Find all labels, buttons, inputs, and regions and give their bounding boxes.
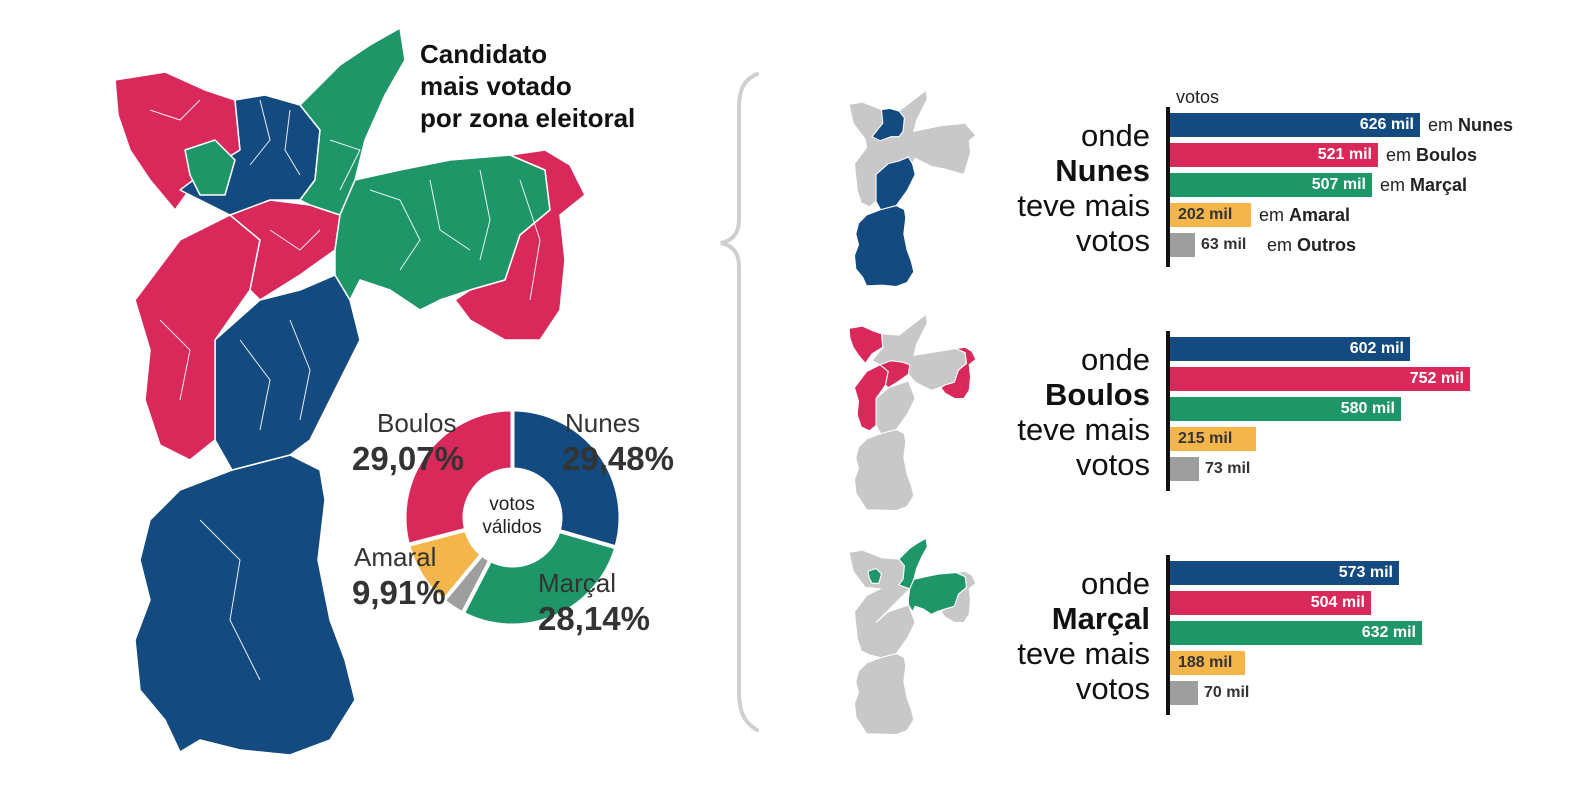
bar-value-label-nunes: 626 mil xyxy=(1359,116,1414,133)
panel-marcal-line-1: onde xyxy=(1081,566,1150,601)
donut-label-marcal-value: 28,14% xyxy=(538,600,650,637)
bar-value-label-amaral: 202 mil xyxy=(1178,206,1233,223)
panel-boulos-line-4: votos xyxy=(1075,447,1150,482)
map-region-west-boulos xyxy=(134,214,261,461)
map-region-southcentral-nunes xyxy=(214,274,361,471)
donut-label-amaral-name: Amaral xyxy=(354,542,437,572)
donut-center-label: votos válidos xyxy=(452,493,572,539)
bar-outros xyxy=(1170,457,1199,481)
bar-outros xyxy=(1170,681,1198,705)
panel-marcal-heading: onde Marçal teve mais votos xyxy=(990,566,1150,706)
bar-boulos xyxy=(1170,591,1371,615)
bar-value-label-outros: 73 mil xyxy=(1205,460,1251,477)
bar-value-label-outros: 63 mil xyxy=(1201,236,1247,253)
bar-category-name: Amaral xyxy=(1289,205,1351,225)
brace-divider xyxy=(720,72,759,732)
bar-category-name: Nunes xyxy=(1458,115,1514,135)
bar-chart-boulos: 602 mil 752 mil 580 mil 215 mil 73 mil xyxy=(1166,331,1576,491)
bar-category-prefix: em xyxy=(1259,205,1290,225)
panel-marcal-line-3: teve mais xyxy=(1017,636,1150,671)
bar-value-label-outros: 70 mil xyxy=(1204,684,1250,701)
bar-value-label-boulos: 504 mil xyxy=(1310,594,1365,611)
bar-value-label-nunes: 602 mil xyxy=(1349,340,1404,357)
bar-category-prefix: em xyxy=(1428,115,1459,135)
donut-label-boulos-value: 29,07% xyxy=(352,440,464,477)
bar-category-label-marcal: em Marçal xyxy=(1380,173,1467,197)
bar-marcal xyxy=(1170,173,1372,197)
panel-boulos-line-3: teve mais xyxy=(1017,412,1150,447)
bar-value-label-boulos: 521 mil xyxy=(1317,146,1372,163)
bar-chart-axis xyxy=(1166,107,1170,267)
bar-chart-marcal: 573 mil 504 mil 632 mil 188 mil 70 mil xyxy=(1166,555,1576,715)
bar-category-name: Marçal xyxy=(1410,175,1468,195)
bar-amaral xyxy=(1170,651,1245,675)
donut-center-line-1: votos xyxy=(489,494,535,515)
bar-value-label-amaral: 215 mil xyxy=(1178,430,1233,447)
map-region-south-nunes xyxy=(134,454,356,756)
panel-nunes-candidate: Nunes xyxy=(1055,153,1150,188)
main-zone-map xyxy=(114,27,586,756)
panel-boulos-line-1: onde xyxy=(1081,342,1150,377)
bar-nunes xyxy=(1170,337,1410,361)
map-title-line-3: por zona eleitoral xyxy=(420,103,636,133)
bar-marcal xyxy=(1170,397,1401,421)
bar-category-name: Boulos xyxy=(1416,145,1478,165)
map-title: Candidato mais votado por zona eleitoral xyxy=(420,38,635,134)
donut-slice-boulos xyxy=(402,407,515,548)
bar-category-name: Outros xyxy=(1297,235,1357,255)
map-title-line-2: mais votado xyxy=(420,71,572,101)
bar-value-label-boulos: 752 mil xyxy=(1409,370,1464,387)
map-region-fareast-boulos xyxy=(454,149,586,341)
bar-category-label-nunes: em Nunes xyxy=(1428,113,1513,137)
donut-label-nunes-value: 29,48% xyxy=(562,440,674,477)
donut-center-line-2: válidos xyxy=(482,517,542,538)
bar-marcal xyxy=(1170,621,1422,645)
nunes-map-icon xyxy=(848,89,977,288)
vote-share-donut xyxy=(402,407,623,628)
panel-nunes-line-4: votos xyxy=(1075,223,1150,258)
map-title-line-1: Candidato xyxy=(420,39,548,69)
donut-label-amaral-value: 9,91% xyxy=(352,574,446,611)
map-region-nw-marcal xyxy=(184,139,236,196)
bar-boulos xyxy=(1170,367,1470,391)
map-region-north-marcal xyxy=(299,27,406,216)
panel-boulos-candidate: Boulos xyxy=(1044,377,1150,412)
bar-amaral xyxy=(1170,427,1256,451)
panel-nunes-heading: onde Nunes teve mais votos xyxy=(990,118,1150,258)
bar-chart-axis xyxy=(1166,331,1170,491)
donut-slice-nunes xyxy=(510,407,623,550)
panel-boulos-heading: onde Boulos teve mais votos xyxy=(990,342,1150,482)
bar-nunes xyxy=(1170,113,1420,137)
panel-marcal-candidate: Marçal xyxy=(1051,601,1150,636)
map-region-center-boulos xyxy=(229,199,341,301)
donut-label-marcal-name: Marçal xyxy=(538,568,617,598)
donut-label-nunes-name: Nunes xyxy=(565,408,641,438)
bar-category-prefix: em xyxy=(1380,175,1411,195)
bar-category-prefix: em xyxy=(1386,145,1417,165)
bar-category-label-outros: em Outros xyxy=(1267,233,1356,257)
bar-chart-nunes: 626 mil em Nunes 521 mil em Boulos 507 mil em… xyxy=(1166,107,1576,267)
bar-chart-axis xyxy=(1166,555,1170,715)
bar-value-label-marcal: 632 mil xyxy=(1361,624,1416,641)
panel-marcal-line-4: votos xyxy=(1075,671,1150,706)
bar-category-label-boulos: em Boulos xyxy=(1386,143,1477,167)
bar-category-label-amaral: em Amaral xyxy=(1259,203,1350,227)
bar-outros xyxy=(1170,233,1195,257)
votes-unit-label: votos xyxy=(1176,87,1220,107)
bar-value-label-amaral: 188 mil xyxy=(1178,654,1233,671)
marcal-map-icon xyxy=(848,537,977,736)
donut-slice-marcal xyxy=(460,528,619,628)
bar-nunes xyxy=(1170,561,1399,585)
bar-boulos xyxy=(1170,143,1378,167)
bar-category-prefix: em xyxy=(1267,235,1298,255)
panel-nunes-line-1: onde xyxy=(1081,118,1150,153)
bar-value-label-marcal: 507 mil xyxy=(1311,176,1366,193)
bar-value-label-nunes: 573 mil xyxy=(1338,564,1393,581)
panel-nunes-line-3: teve mais xyxy=(1017,188,1150,223)
bar-amaral xyxy=(1170,203,1251,227)
bar-value-label-marcal: 580 mil xyxy=(1340,400,1395,417)
donut-label-boulos-name: Boulos xyxy=(377,408,457,438)
boulos-map-icon xyxy=(848,313,977,512)
